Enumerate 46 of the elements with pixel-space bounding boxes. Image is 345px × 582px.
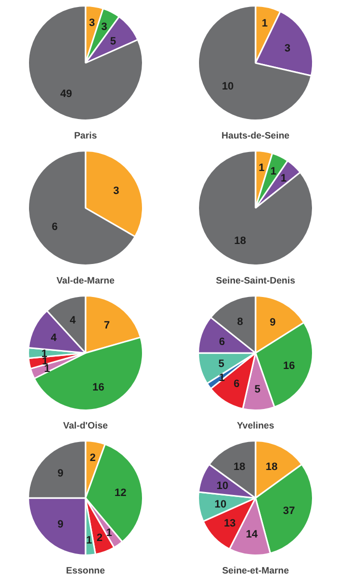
- text: Essonne: [66, 566, 105, 576]
- data-label: 5: [218, 358, 224, 370]
- data-label: 3: [101, 21, 108, 34]
- data-label: 37: [283, 504, 295, 517]
- data-label: 9: [57, 468, 64, 480]
- data-label: 12: [114, 486, 126, 499]
- data-label: 4: [70, 314, 76, 327]
- text: Yvelines: [236, 420, 274, 430]
- data-label: 1: [86, 534, 92, 546]
- data-label: 3: [113, 185, 120, 198]
- data-label: 6: [219, 336, 226, 348]
- data-label: 18: [233, 461, 246, 474]
- text: Val-de-Marne: [56, 276, 115, 286]
- data-label: 10: [222, 80, 234, 92]
- data-label: 9: [270, 316, 276, 329]
- data-label: 1: [270, 166, 276, 178]
- data-label: 18: [266, 461, 278, 474]
- data-label: 14: [246, 528, 258, 541]
- data-label: 10: [216, 480, 228, 492]
- data-label: 5: [254, 384, 261, 396]
- data-label: 8: [237, 316, 244, 328]
- data-label: 1: [258, 162, 265, 174]
- data-label: 6: [234, 378, 240, 390]
- data-label: 3: [284, 42, 291, 54]
- data-label: 16: [283, 360, 295, 372]
- text: Hauts-de-Seine: [222, 130, 290, 140]
- data-label: 2: [90, 452, 96, 464]
- text: Paris: [74, 130, 97, 140]
- data-label: 2: [96, 532, 103, 544]
- data-label: 10: [214, 498, 226, 511]
- data-label: 9: [57, 518, 64, 530]
- data-label: 16: [92, 381, 104, 394]
- data-label: 49: [60, 88, 72, 100]
- data-label: 4: [50, 332, 57, 344]
- data-label: 1: [262, 18, 268, 30]
- text: Seine-et-Marne: [222, 566, 289, 576]
- data-label: 5: [110, 36, 116, 48]
- text: Val-d'Oise: [63, 420, 108, 430]
- data-label: 13: [224, 518, 236, 530]
- data-label: 18: [234, 235, 246, 248]
- data-label: 1: [106, 526, 112, 539]
- data-label: 1: [280, 172, 287, 185]
- data-label: 3: [88, 17, 95, 30]
- text: Seine-Saint-Denis: [216, 276, 296, 286]
- data-label: 6: [52, 220, 58, 233]
- data-label: 7: [104, 319, 110, 332]
